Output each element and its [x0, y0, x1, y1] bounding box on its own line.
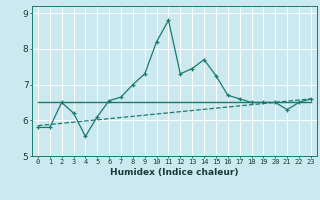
X-axis label: Humidex (Indice chaleur): Humidex (Indice chaleur) [110, 168, 239, 177]
